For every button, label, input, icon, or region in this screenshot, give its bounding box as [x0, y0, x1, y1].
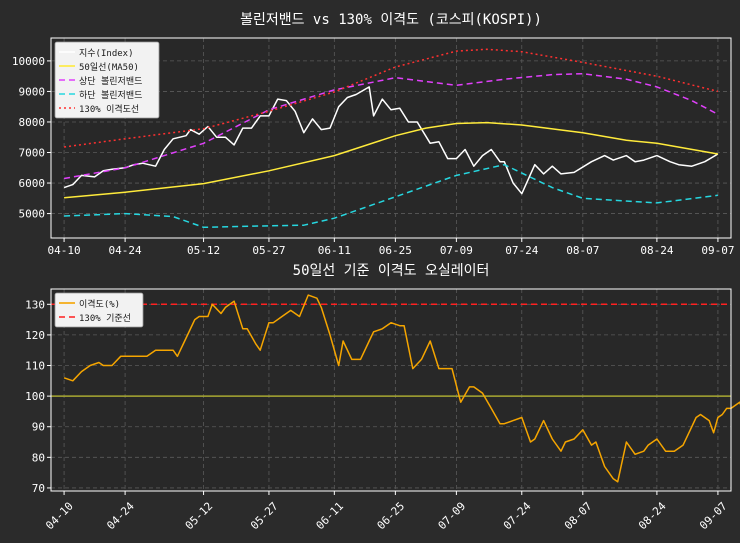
- x-tick-label: 06-11: [313, 500, 346, 533]
- y-tick-label: 9000: [19, 85, 46, 98]
- y-tick-label: 7000: [19, 147, 46, 160]
- y-tick-label: 100: [25, 390, 45, 403]
- x-tick-label: 07-09: [440, 244, 473, 257]
- chart-title: 볼린저밴드 vs 130% 이격도 (코스피(KOSPI)): [240, 12, 542, 28]
- series-line-price-3: [64, 163, 718, 229]
- legend-box: [54, 292, 144, 328]
- chart-title: 50일선 기준 이격도 오실레이터: [293, 263, 490, 279]
- x-tick-label: 04-10: [48, 244, 81, 257]
- x-tick-label: 04-10: [43, 500, 76, 533]
- series-line-price-2: [63, 72, 719, 180]
- y-tick-label: 110: [25, 360, 45, 373]
- y-tick-label: 90: [32, 421, 45, 434]
- y-tick-label: 130: [25, 298, 45, 311]
- x-tick-label: 05-12: [187, 244, 220, 257]
- series-line-price-4: [64, 48, 719, 148]
- x-tick-label: 07-24: [505, 244, 538, 257]
- x-tick-label: 04-24: [109, 244, 142, 257]
- x-tick-label: 06-25: [379, 244, 412, 257]
- legend-label: 이격도(%): [79, 298, 120, 310]
- x-tick-label: 06-25: [375, 500, 408, 533]
- plot-frame-price: [50, 37, 732, 239]
- legend-label: 130% 이격도선: [79, 103, 139, 115]
- plot-area-price: [51, 38, 731, 238]
- y-tick-label: 6000: [19, 177, 46, 190]
- series-line-price-0: [63, 86, 719, 195]
- legend-label: 50일선(MA50): [79, 62, 139, 73]
- x-tick-label: 08-24: [636, 499, 669, 532]
- x-tick-label: 08-07: [566, 244, 599, 257]
- x-tick-label: 08-24: [640, 244, 673, 257]
- series-line-price-1: [64, 121, 719, 199]
- x-tick-label: 07-09: [436, 500, 469, 533]
- y-tick-label: 5000: [19, 208, 46, 221]
- x-tick-label: 07-24: [501, 499, 534, 532]
- legend-label: 하단 볼린저밴드: [79, 90, 142, 101]
- legend-label: 상단 볼린저밴드: [79, 76, 142, 87]
- x-tick-label: 08-07: [562, 500, 595, 533]
- plot-area-osc: [51, 289, 731, 491]
- x-tick-label: 04-24: [104, 499, 137, 532]
- legend-box: [54, 41, 160, 119]
- x-tick-label: 05-12: [183, 500, 216, 533]
- y-tick-label: 120: [25, 329, 45, 342]
- y-tick-label: 70: [32, 482, 45, 495]
- x-tick-label: 09-07: [701, 244, 734, 257]
- y-tick-label: 10000: [12, 55, 45, 68]
- x-tick-label: 05-27: [248, 500, 281, 533]
- x-tick-label: 09-07: [697, 500, 730, 533]
- legend-label: 130% 기준선: [79, 313, 131, 324]
- series-line-osc-0: [63, 294, 740, 483]
- x-tick-label: 06-11: [318, 244, 351, 257]
- y-tick-label: 8000: [19, 116, 46, 129]
- y-tick-label: 80: [32, 451, 45, 464]
- legend-label: 지수(Index): [79, 48, 134, 59]
- plot-frame-osc: [50, 288, 732, 492]
- x-tick-label: 05-27: [252, 244, 285, 257]
